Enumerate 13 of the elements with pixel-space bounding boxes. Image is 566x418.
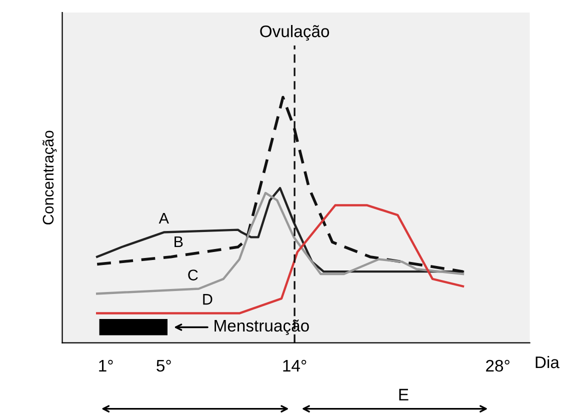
x-tick-label: 14° — [283, 360, 306, 372]
ref-line-label: Ovulação — [260, 25, 330, 41]
x-axis-title: Dia — [536, 356, 560, 368]
series-label: A — [158, 213, 169, 224]
x-tick-label: 28° — [486, 360, 510, 372]
y-axis-title: Concentração — [42, 130, 57, 224]
x-tick-label: 5° — [156, 360, 171, 372]
series-label: B — [174, 236, 183, 248]
series-label: D — [203, 294, 212, 305]
annotation: Menstruação — [214, 320, 309, 336]
series-label: C — [188, 270, 198, 280]
text: E — [399, 388, 408, 400]
x-tick-label: 1° — [99, 360, 113, 372]
